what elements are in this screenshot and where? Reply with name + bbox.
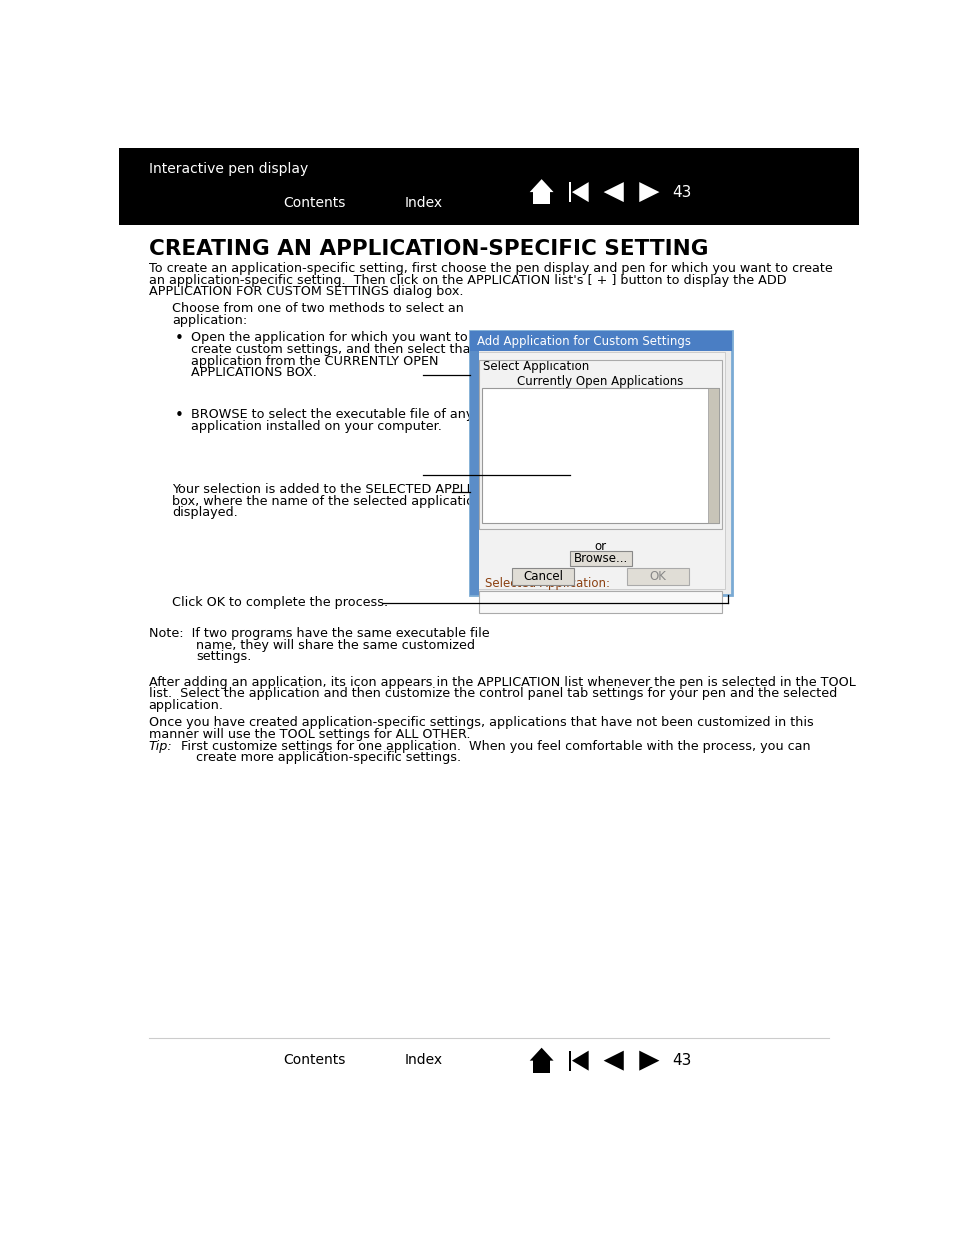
Polygon shape bbox=[639, 1051, 659, 1071]
Text: APPLICATION FOR CUSTOM SETTINGS dialog box.: APPLICATION FOR CUSTOM SETTINGS dialog b… bbox=[149, 285, 463, 299]
Text: Open the application for which you want to: Open the application for which you want … bbox=[191, 331, 467, 345]
Polygon shape bbox=[529, 179, 553, 193]
Text: create more application-specific settings.: create more application-specific setting… bbox=[195, 751, 460, 764]
Text: an application-specific setting.  Then click on the APPLICATION list's [ + ] but: an application-specific setting. Then cl… bbox=[149, 274, 785, 287]
Text: APPLICATIONS BOX.: APPLICATIONS BOX. bbox=[191, 366, 316, 379]
Text: Click OK to complete the process.: Click OK to complete the process. bbox=[172, 597, 388, 609]
Text: list.  Select the application and then customize the control panel tab settings : list. Select the application and then cu… bbox=[149, 687, 836, 700]
Polygon shape bbox=[572, 1051, 588, 1071]
Text: Add Application for Custom Settings: Add Application for Custom Settings bbox=[476, 335, 691, 348]
Polygon shape bbox=[603, 182, 623, 203]
Bar bbox=[481, 388, 719, 524]
Text: Index: Index bbox=[404, 196, 442, 210]
Text: BROWSE to select the executable file of any: BROWSE to select the executable file of … bbox=[191, 409, 473, 421]
Bar bbox=[478, 359, 721, 530]
Text: 43: 43 bbox=[672, 1053, 691, 1068]
Text: Choose from one of two methods to select an: Choose from one of two methods to select… bbox=[172, 303, 463, 315]
Bar bbox=[512, 568, 574, 585]
Bar bbox=[469, 331, 731, 351]
Bar bbox=[533, 1060, 549, 1072]
Text: or: or bbox=[594, 540, 606, 553]
Text: Contents: Contents bbox=[283, 196, 345, 210]
Text: CREATING AN APPLICATION-SPECIFIC SETTING: CREATING AN APPLICATION-SPECIFIC SETTING bbox=[149, 240, 707, 259]
Polygon shape bbox=[603, 1051, 623, 1071]
Text: settings.: settings. bbox=[195, 651, 251, 663]
Text: •: • bbox=[174, 409, 184, 424]
Text: Note:  If two programs have the same executable file: Note: If two programs have the same exec… bbox=[149, 627, 489, 640]
Text: Your selection is added to the SELECTED APPLICATION: Your selection is added to the SELECTED … bbox=[172, 483, 517, 496]
Text: To create an application-specific setting, first choose the pen display and pen : To create an application-specific settin… bbox=[149, 262, 832, 275]
Bar bbox=[568, 1051, 570, 1071]
Text: box, where the name of the selected application is: box, where the name of the selected appl… bbox=[172, 495, 496, 508]
Text: application from the CURRENTLY OPEN: application from the CURRENTLY OPEN bbox=[191, 354, 437, 368]
Text: create custom settings, and then select that: create custom settings, and then select … bbox=[191, 343, 475, 356]
Text: Select Application: Select Application bbox=[483, 359, 589, 373]
Bar bbox=[476, 352, 724, 589]
Polygon shape bbox=[639, 182, 659, 203]
Text: Once you have created application-specific settings, applications that have not : Once you have created application-specif… bbox=[149, 716, 813, 730]
Bar bbox=[626, 568, 688, 585]
Bar bbox=[469, 351, 478, 595]
Text: •: • bbox=[174, 331, 184, 347]
Text: application.: application. bbox=[149, 699, 223, 711]
Text: Selected Application:: Selected Application: bbox=[484, 577, 609, 590]
Bar bbox=[119, 148, 858, 225]
Text: Tip:: Tip: bbox=[149, 740, 172, 752]
Text: Contents: Contents bbox=[283, 1053, 345, 1067]
Text: First customize settings for one application.  When you feel comfortable with th: First customize settings for one applica… bbox=[181, 740, 810, 752]
Text: name, they will share the same customized: name, they will share the same customize… bbox=[195, 638, 475, 652]
Text: application installed on your computer.: application installed on your computer. bbox=[191, 420, 441, 433]
Polygon shape bbox=[572, 182, 588, 203]
Text: Browse...: Browse... bbox=[573, 552, 627, 566]
Text: OK: OK bbox=[649, 569, 666, 583]
Text: displayed.: displayed. bbox=[172, 506, 237, 519]
Bar bbox=[568, 182, 570, 203]
Bar bbox=[478, 592, 721, 613]
Text: Interactive pen display: Interactive pen display bbox=[149, 162, 308, 177]
Bar bbox=[469, 331, 731, 595]
Text: manner will use the TOOL settings for ALL OTHER.: manner will use the TOOL settings for AL… bbox=[149, 727, 470, 741]
Text: After adding an application, its icon appears in the APPLICATION list whenever t: After adding an application, its icon ap… bbox=[149, 676, 855, 689]
Text: 43: 43 bbox=[672, 184, 691, 200]
Bar bbox=[533, 191, 549, 204]
FancyBboxPatch shape bbox=[569, 551, 631, 567]
Polygon shape bbox=[529, 1047, 553, 1061]
Text: application:: application: bbox=[172, 314, 247, 327]
Text: Cancel: Cancel bbox=[522, 569, 562, 583]
Bar bbox=[707, 388, 719, 524]
Text: Index: Index bbox=[404, 1053, 442, 1067]
Text: Currently Open Applications: Currently Open Applications bbox=[517, 375, 683, 388]
